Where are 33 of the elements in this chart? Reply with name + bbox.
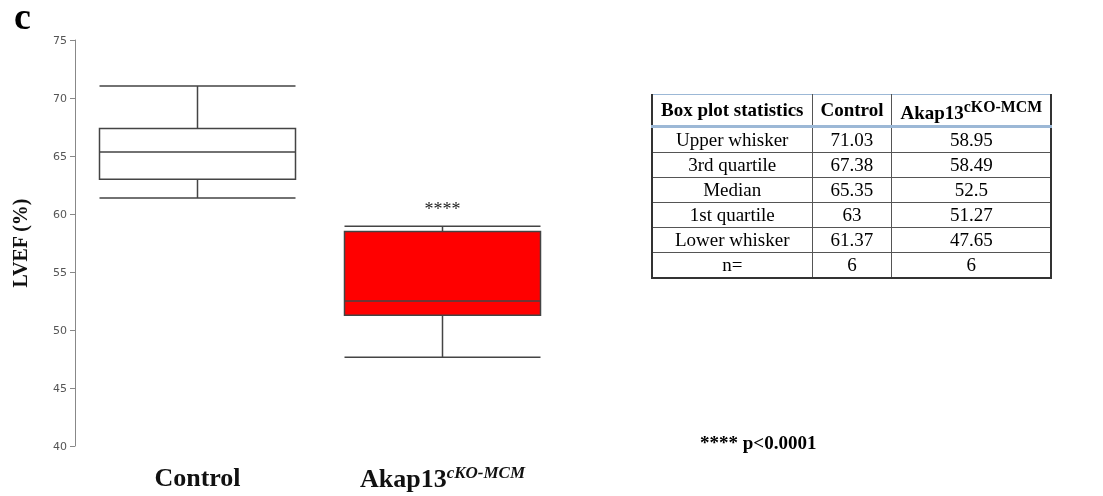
text: 61.37 — [812, 227, 892, 253]
text: 52.5 — [891, 177, 1052, 203]
y-tick-label: 45 — [53, 381, 67, 395]
text: 58.95 — [891, 126, 1052, 153]
text: 65.35 — [812, 177, 892, 203]
y-tick-label: 55 — [53, 265, 67, 279]
text: 51.27 — [891, 202, 1052, 228]
category-label: Akap13$^{cKO-MCM}$ — [900, 98, 1043, 124]
y-tick-label: 70 — [53, 91, 67, 105]
y-tick-label: 65 — [53, 149, 67, 163]
text: Median — [652, 177, 812, 203]
text: c — [14, 0, 31, 38]
text: 3rd quartile — [652, 152, 812, 178]
y-tick-label: 40 — [53, 439, 67, 453]
text: 63 — [812, 202, 892, 228]
text: Upper whisker — [652, 126, 812, 153]
text: 1st quartile — [652, 202, 812, 228]
y-tick-label: 75 — [53, 33, 67, 47]
text: n= — [652, 252, 812, 279]
y-axis-title: LVEF (%) — [9, 198, 32, 288]
text: Lower whisker — [652, 227, 812, 253]
text: **** p<0.0001 — [700, 432, 817, 454]
text: 71.03 — [812, 126, 892, 153]
text: 47.65 — [891, 227, 1052, 253]
category-label: Control — [820, 99, 884, 121]
text: 6 — [891, 252, 1052, 279]
text: Box plot statistics — [652, 94, 812, 127]
text: 58.49 — [891, 152, 1052, 178]
annotation: **** — [424, 199, 461, 220]
text: 67.38 — [812, 152, 892, 178]
y-tick-label: 60 — [53, 207, 67, 221]
y-tick-label: 50 — [53, 323, 67, 337]
text: 6 — [812, 252, 892, 279]
